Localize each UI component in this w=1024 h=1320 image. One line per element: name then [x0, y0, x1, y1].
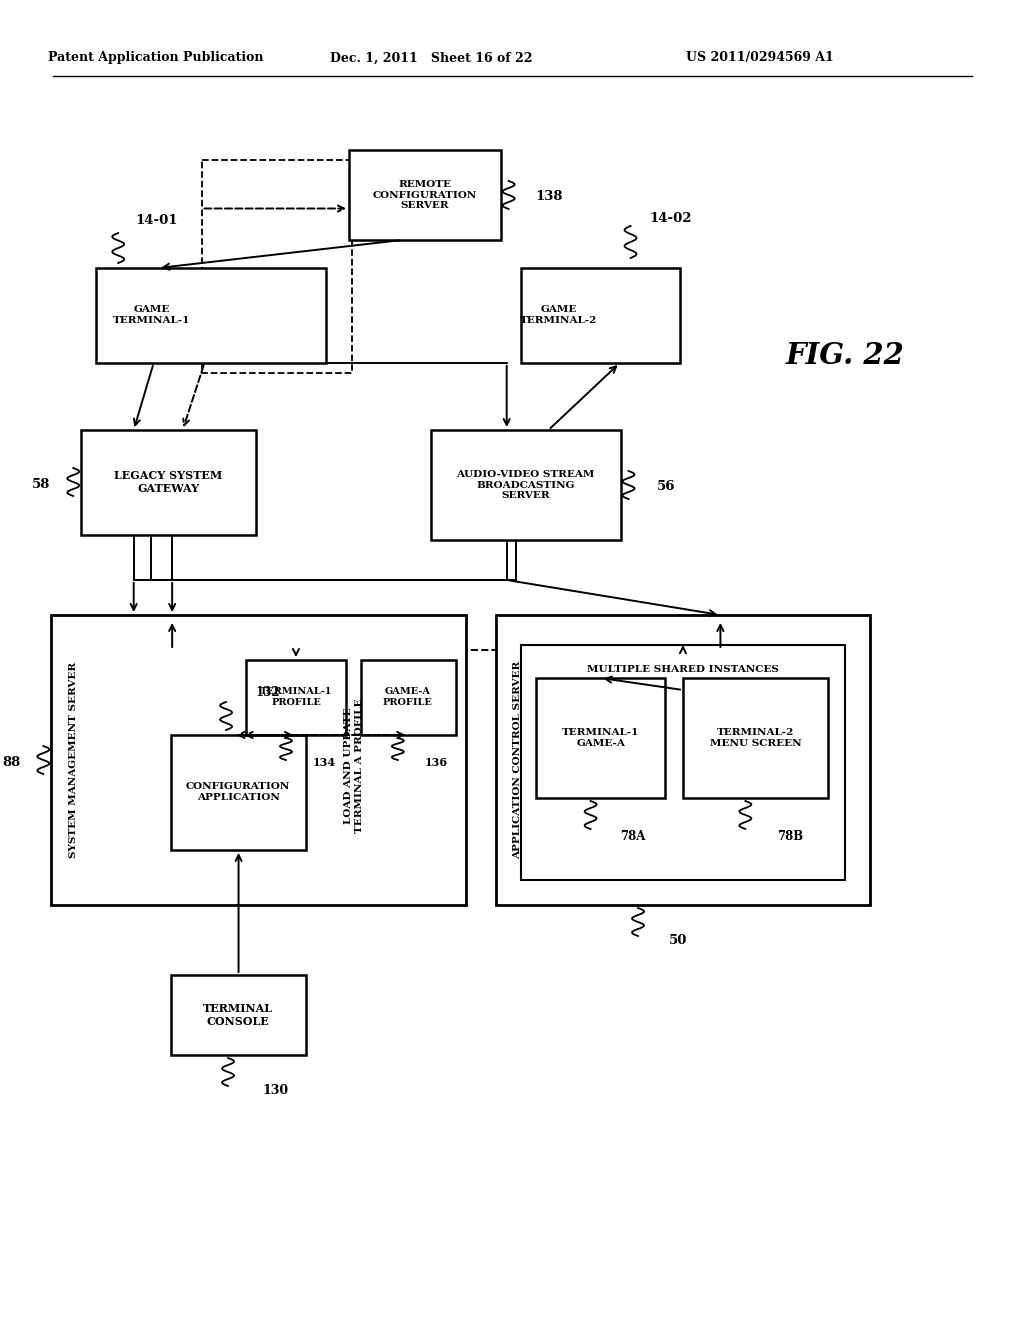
Bar: [171, 975, 306, 1055]
Bar: [171, 735, 306, 850]
Text: TERMINAL-2
MENU SCREEN: TERMINAL-2 MENU SCREEN: [710, 729, 801, 747]
Text: REMOTE
CONFIGURATION
SERVER: REMOTE CONFIGURATION SERVER: [373, 180, 477, 210]
Text: SYSTEM MANAGEMENT SERVER: SYSTEM MANAGEMENT SERVER: [69, 661, 78, 858]
Text: US 2011/0294569 A1: US 2011/0294569 A1: [686, 51, 835, 65]
Bar: [360, 660, 456, 735]
Text: 14-01: 14-01: [135, 214, 177, 227]
Text: Patent Application Publication: Patent Application Publication: [48, 51, 264, 65]
Text: 88: 88: [2, 755, 20, 768]
Bar: [96, 268, 326, 363]
Text: 130: 130: [263, 1085, 289, 1097]
Bar: [520, 645, 845, 880]
Text: 136: 136: [424, 758, 447, 768]
Text: 134: 134: [312, 758, 336, 768]
Text: 78A: 78A: [620, 829, 645, 842]
Text: 56: 56: [657, 480, 676, 494]
Text: APPLICATION CONTROL SERVER: APPLICATION CONTROL SERVER: [513, 661, 522, 859]
Text: GAME-A
PROFILE: GAME-A PROFILE: [383, 688, 433, 706]
Text: 138: 138: [535, 190, 562, 203]
Text: 50: 50: [669, 935, 687, 948]
Text: MULTIPLE SHARED INSTANCES: MULTIPLE SHARED INSTANCES: [587, 664, 778, 673]
Bar: [431, 430, 621, 540]
Text: 78B: 78B: [777, 829, 804, 842]
Bar: [51, 615, 466, 906]
Bar: [536, 678, 666, 799]
Text: FIG. 22: FIG. 22: [785, 341, 904, 370]
Text: 132: 132: [256, 686, 281, 700]
Bar: [246, 660, 346, 735]
Text: TERMINAL-1
PROFILE: TERMINAL-1 PROFILE: [260, 688, 332, 706]
Text: CONFIGURATION
APPLICATION: CONFIGURATION APPLICATION: [186, 783, 290, 801]
Bar: [81, 430, 256, 535]
Bar: [520, 268, 681, 363]
Text: GAME
TERMINAL-1: GAME TERMINAL-1: [113, 305, 190, 325]
Text: 14-02: 14-02: [649, 211, 692, 224]
Bar: [683, 678, 828, 799]
Text: AUDIO-VIDEO STREAM
BROADCASTING
SERVER: AUDIO-VIDEO STREAM BROADCASTING SERVER: [457, 470, 595, 500]
Text: GAME
TERMINAL-2: GAME TERMINAL-2: [520, 305, 598, 325]
Text: Dec. 1, 2011   Sheet 16 of 22: Dec. 1, 2011 Sheet 16 of 22: [330, 51, 532, 65]
Bar: [202, 160, 352, 374]
Text: TERMINAL
CONSOLE: TERMINAL CONSOLE: [203, 1003, 273, 1027]
Text: TERMINAL-1
GAME-A: TERMINAL-1 GAME-A: [562, 729, 639, 747]
Bar: [349, 150, 501, 240]
Text: 58: 58: [32, 478, 50, 491]
Bar: [496, 615, 870, 906]
Text: LOAD AND UPDATE
TERMINAL A PROFILE: LOAD AND UPDATE TERMINAL A PROFILE: [344, 698, 364, 833]
Text: LEGACY SYSTEM
GATEWAY: LEGACY SYSTEM GATEWAY: [114, 470, 222, 494]
